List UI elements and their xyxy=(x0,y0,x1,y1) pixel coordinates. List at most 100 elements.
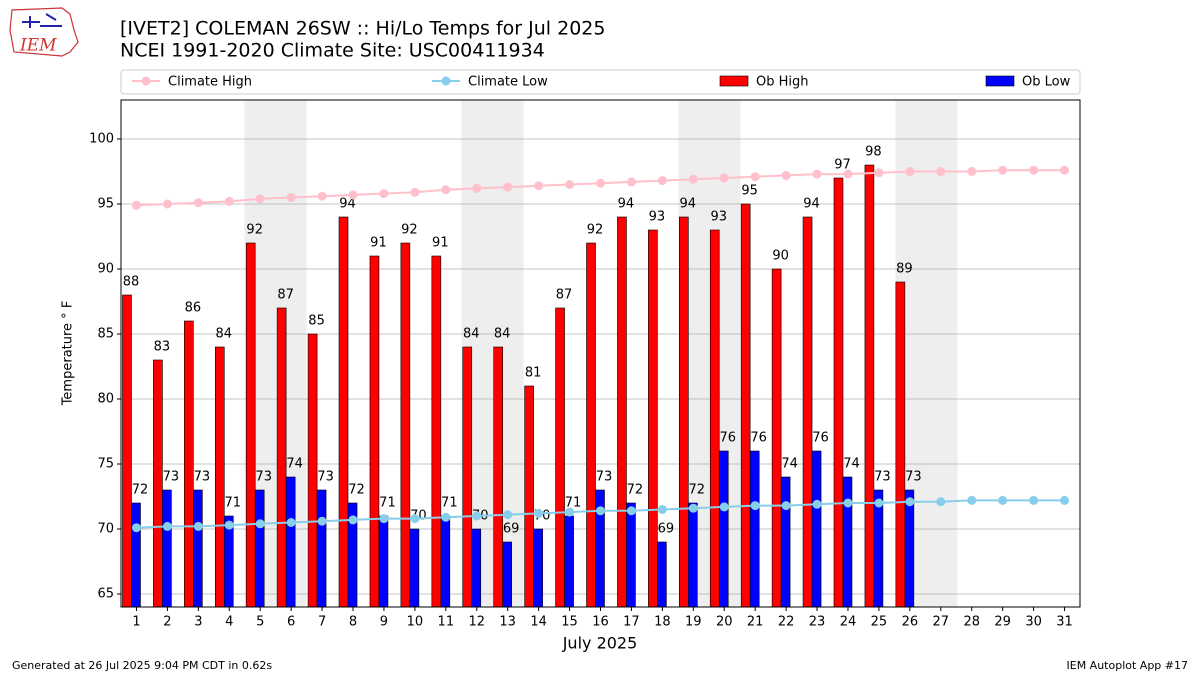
value-label: 73 xyxy=(163,470,180,485)
bar xyxy=(842,476,853,608)
point xyxy=(812,169,822,179)
value-label: 72 xyxy=(627,483,644,498)
x-tick-label: 9 xyxy=(380,615,388,630)
value-label: 74 xyxy=(286,457,303,472)
x-tick-label: 6 xyxy=(287,615,295,630)
bar xyxy=(533,528,543,608)
x-tick-label: 19 xyxy=(685,615,702,630)
point xyxy=(998,495,1008,505)
value-label: 72 xyxy=(132,483,149,498)
point xyxy=(936,167,946,176)
point xyxy=(843,169,853,179)
point xyxy=(534,181,544,191)
bar xyxy=(462,346,473,608)
bar xyxy=(617,216,627,608)
bar xyxy=(802,216,813,608)
bar xyxy=(749,450,760,608)
value-label: 71 xyxy=(565,496,582,511)
bar xyxy=(338,216,349,608)
x-axis-label: July 2025 xyxy=(562,634,638,653)
y-tick-label: 85 xyxy=(97,327,114,342)
x-tick-label: 11 xyxy=(438,615,455,630)
value-label: 81 xyxy=(525,366,542,381)
point xyxy=(596,178,605,188)
bar xyxy=(626,502,636,608)
value-label: 88 xyxy=(123,275,140,290)
point xyxy=(626,177,636,187)
x-tick-label: 7 xyxy=(318,615,326,630)
bar xyxy=(223,515,234,608)
point xyxy=(688,174,698,184)
x-tick-label: 2 xyxy=(163,615,171,630)
bar xyxy=(122,294,132,608)
value-label: 76 xyxy=(719,431,736,446)
point xyxy=(1029,495,1039,505)
bar xyxy=(555,307,565,608)
value-label: 72 xyxy=(689,483,706,498)
footer-left: Generated at 26 Jul 2025 9:04 PM CDT in … xyxy=(12,659,272,672)
point xyxy=(998,165,1008,175)
point xyxy=(317,516,327,526)
value-label: 94 xyxy=(339,197,356,212)
value-label: 91 xyxy=(370,236,387,251)
value-label: 76 xyxy=(750,431,767,446)
bar xyxy=(369,255,380,608)
value-label: 73 xyxy=(317,470,334,485)
point xyxy=(379,514,389,524)
point xyxy=(255,519,265,529)
point xyxy=(131,523,141,533)
point xyxy=(750,172,760,182)
x-tick-label: 5 xyxy=(256,615,264,630)
x-tick-label: 26 xyxy=(902,615,919,630)
bar xyxy=(904,489,915,608)
x-tick-label: 24 xyxy=(840,615,857,630)
bar xyxy=(254,489,265,608)
x-tick-label: 8 xyxy=(349,615,357,630)
point xyxy=(781,170,791,180)
point xyxy=(224,520,234,530)
logo-text: IEM xyxy=(19,36,57,56)
point xyxy=(193,521,203,531)
value-label: 71 xyxy=(379,496,396,511)
value-label: 83 xyxy=(154,340,171,355)
point xyxy=(936,497,946,507)
value-label: 92 xyxy=(246,223,263,238)
legend-label: Ob Low xyxy=(1022,75,1071,90)
point xyxy=(874,498,884,508)
x-tick-label: 13 xyxy=(499,615,516,630)
value-label: 76 xyxy=(812,431,829,446)
value-label: 87 xyxy=(277,288,294,303)
value-label: 73 xyxy=(255,470,272,485)
value-label: 94 xyxy=(680,197,697,212)
plot-frame xyxy=(120,99,1081,608)
value-label: 85 xyxy=(308,314,325,329)
value-label: 93 xyxy=(649,210,666,225)
bar xyxy=(586,242,596,608)
value-label: 86 xyxy=(185,301,202,316)
value-label: 94 xyxy=(803,197,820,212)
chart-subtitle: NCEI 1991-2020 Climate Site: USC00411934 xyxy=(120,40,545,62)
point xyxy=(410,187,420,197)
legend-swatch xyxy=(985,75,1015,87)
point xyxy=(874,168,884,178)
bar xyxy=(378,515,389,608)
y-tick-label: 75 xyxy=(97,457,114,472)
point xyxy=(905,167,915,176)
bar xyxy=(780,476,791,608)
point xyxy=(750,501,760,511)
point xyxy=(565,180,575,189)
bar xyxy=(502,541,512,608)
point xyxy=(843,498,853,508)
point xyxy=(967,167,977,176)
bar xyxy=(409,528,420,608)
bar xyxy=(493,346,503,608)
legend-swatch xyxy=(141,76,151,86)
value-label: 98 xyxy=(865,145,882,160)
bar xyxy=(873,489,884,608)
point xyxy=(255,194,265,204)
y-tick-label: 90 xyxy=(97,262,114,277)
point xyxy=(1060,495,1070,505)
x-tick-label: 3 xyxy=(194,615,202,630)
point xyxy=(193,198,203,208)
